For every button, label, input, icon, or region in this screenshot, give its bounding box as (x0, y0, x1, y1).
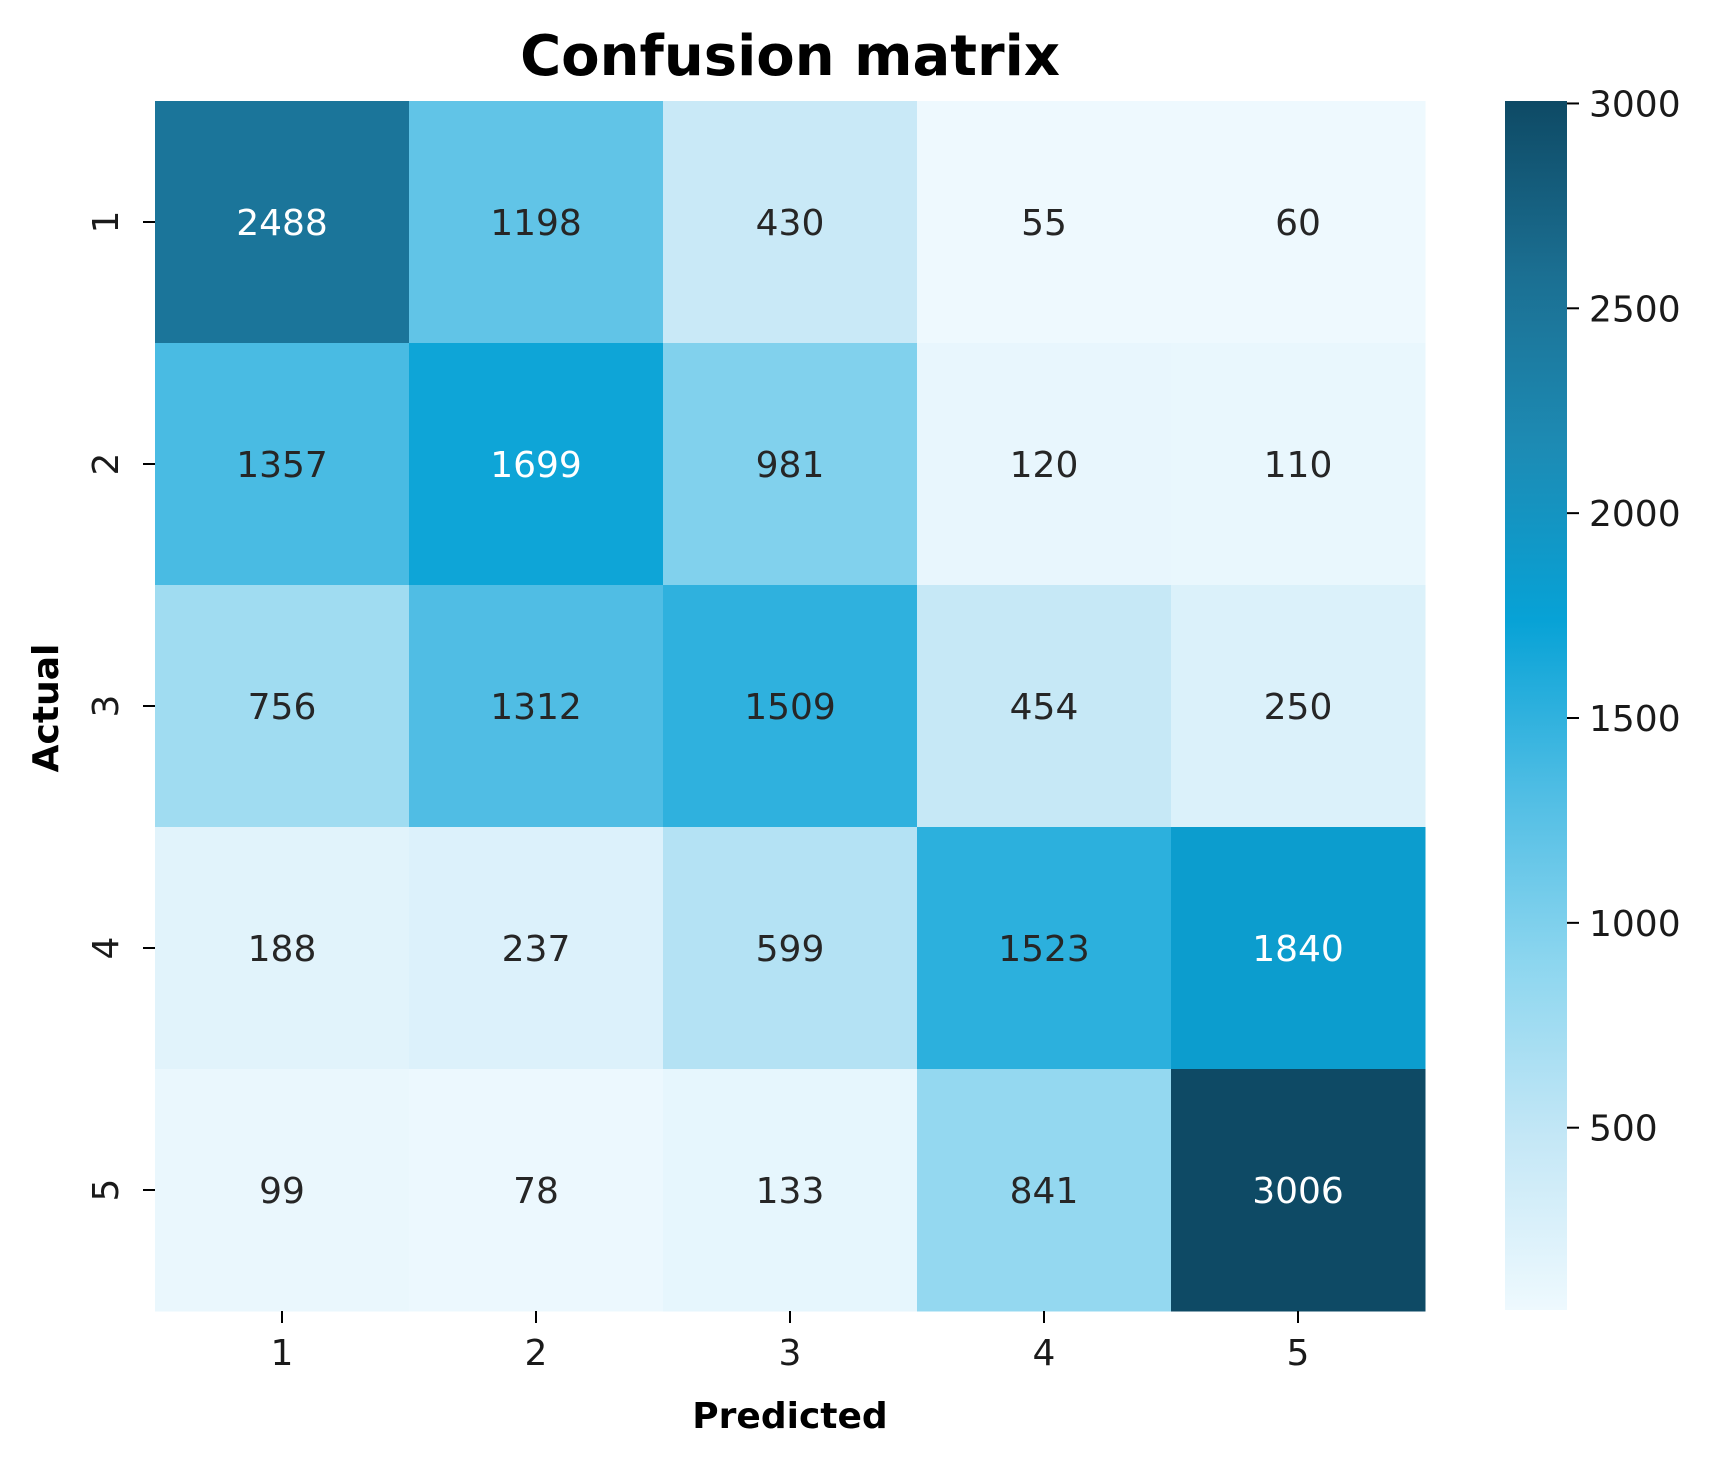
heatmap-cells (155, 101, 1426, 1312)
cell-value-label-r2-c5: 110 (1264, 445, 1333, 486)
cell-value-label-r1-c4: 55 (1021, 203, 1067, 244)
y-tick-label: 1 (86, 211, 127, 234)
cell-value-label-r2-c4: 120 (1010, 445, 1079, 486)
heatmap-cell-r2-c1 (155, 343, 410, 586)
heatmap-cell-r1-c5 (1171, 101, 1426, 344)
cell-value-label-r4-c3: 599 (756, 929, 825, 970)
cell-value-label-r2-c1: 1357 (236, 445, 328, 486)
y-tick-label: 4 (86, 937, 127, 960)
heatmap-cell-r2-c5 (1171, 343, 1426, 586)
heatmap-cell-r5-c4 (917, 1069, 1172, 1312)
heatmap-cell-r2-c4 (917, 343, 1172, 586)
heatmap-cell-r4-c5 (1171, 827, 1426, 1070)
x-tick-label: 1 (271, 1333, 294, 1374)
heatmap-cell-r1-c4 (917, 101, 1172, 344)
heatmap-cell-r4-c2 (409, 827, 664, 1070)
cell-value-label-r4-c4: 1523 (998, 929, 1090, 970)
colorbar-tick-label: 1500 (1589, 699, 1681, 740)
cell-value-label-r5-c4: 841 (1010, 1171, 1079, 1212)
cell-value-label-r3-c2: 1312 (490, 687, 582, 728)
cell-value-label-r1-c5: 60 (1275, 203, 1321, 244)
colorbar (1505, 101, 1567, 1310)
cell-value-label-r3-c3: 1509 (744, 687, 836, 728)
heatmap-cell-r2-c2 (409, 343, 664, 586)
cell-value-label-r2-c3: 981 (756, 445, 825, 486)
heatmap-cell-r5-c1 (155, 1069, 410, 1312)
cell-value-label-r4-c1: 188 (248, 929, 317, 970)
cell-value-label-r4-c5: 1840 (1252, 929, 1344, 970)
heatmap-cell-r3-c2 (409, 585, 664, 828)
heatmap-cell-r3-c3 (663, 585, 918, 828)
cell-value-label-r5-c5: 3006 (1252, 1171, 1344, 1212)
cell-value-label-r3-c4: 454 (1010, 687, 1079, 728)
cell-value-label-r5-c2: 78 (513, 1171, 559, 1212)
y-tick-label: 2 (86, 453, 127, 476)
heatmap-cell-r5-c2 (409, 1069, 664, 1312)
heatmap-cell-r4-c4 (917, 827, 1172, 1070)
heatmap-cell-r4-c1 (155, 827, 410, 1070)
colorbar-tick-label: 1000 (1589, 904, 1681, 945)
heatmap-cell-r5-c5 (1171, 1069, 1426, 1312)
x-tick-label: 4 (1033, 1333, 1056, 1374)
cell-value-label-r2-c2: 1699 (490, 445, 582, 486)
x-tick-label: 5 (1287, 1333, 1310, 1374)
cell-value-label-r1-c1: 2488 (236, 203, 328, 244)
heatmap-cell-r4-c3 (663, 827, 918, 1070)
x-tick-label: 3 (779, 1333, 802, 1374)
x-axis-ticks: 1 2 3 4 5 (271, 1311, 1310, 1374)
y-axis-label: Actual (26, 644, 67, 773)
y-tick-label: 5 (86, 1179, 127, 1202)
heatmap-cell-r5-c3 (663, 1069, 918, 1312)
cell-value-label-r4-c2: 237 (502, 929, 571, 970)
heatmap-cell-r1-c2 (409, 101, 664, 344)
heatmap-cell-r3-c1 (155, 585, 410, 828)
heatmap-cell-r3-c4 (917, 585, 1172, 828)
cell-value-label-r5-c3: 133 (756, 1171, 825, 1212)
y-axis-ticks: 1 2 3 4 5 (86, 211, 155, 1202)
cell-value-label-r5-c1: 99 (259, 1171, 305, 1212)
cell-value-label-r1-c3: 430 (756, 203, 825, 244)
colorbar-tick-label: 2500 (1589, 289, 1681, 330)
y-tick-label: 3 (86, 695, 127, 718)
colorbar-ticks: 500 1000 1500 2000 2500 3000 (1567, 84, 1681, 1150)
colorbar-tick-label: 2000 (1589, 494, 1681, 535)
colorbar-tick-label: 3000 (1589, 84, 1681, 125)
x-tick-label: 2 (525, 1333, 548, 1374)
colorbar-tick-label: 500 (1589, 1109, 1658, 1150)
heatmap-cell-r1-c1 (155, 101, 410, 344)
cell-value-label-r1-c2: 1198 (490, 203, 582, 244)
heatmap-cell-labels: 2488 1198 430 55 60 1357 1699 981 120 110 756 1312 1… (236, 203, 1344, 1212)
heatmap-cell-r1-c3 (663, 101, 918, 344)
heatmap-cell-r3-c5 (1171, 585, 1426, 828)
heatmap-cell-r2-c3 (663, 343, 918, 586)
chart-title: Confusion matrix (520, 24, 1060, 89)
cell-value-label-r3-c5: 250 (1264, 687, 1333, 728)
x-axis-label: Predicted (692, 1396, 887, 1437)
cell-value-label-r3-c1: 756 (248, 687, 317, 728)
